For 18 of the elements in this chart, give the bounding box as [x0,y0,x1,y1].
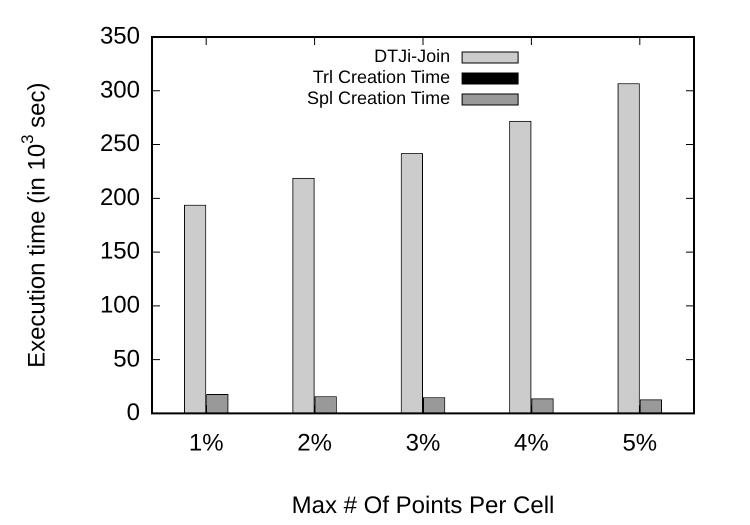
y-tick-label: 250 [100,130,140,158]
y-axis-title: Execution time (in 103 sec) [18,82,51,368]
legend-label: Spl Creation Time [307,88,450,108]
y-tick-label: 50 [113,345,140,372]
legend-label: DTJi-Join [374,46,450,66]
x-tick-label: 2% [297,429,332,456]
y-tick-label: 150 [100,238,140,265]
x-tick-label: 5% [622,429,658,456]
legend-label: Trl Creation Time [312,66,450,87]
y-tick-label: 300 [100,76,140,104]
x-tick-label: 4% [514,429,549,456]
x-axis-title: Max # Of Points Per Cell [292,492,554,520]
y-tick-label: 200 [100,184,140,211]
y-tick-label: 100 [100,291,140,318]
x-tick-label: 1% [188,429,224,456]
x-tick-label: 3% [406,429,440,456]
y-tick-label: 0 [126,399,140,426]
y-tick-label: 350 [100,22,140,50]
